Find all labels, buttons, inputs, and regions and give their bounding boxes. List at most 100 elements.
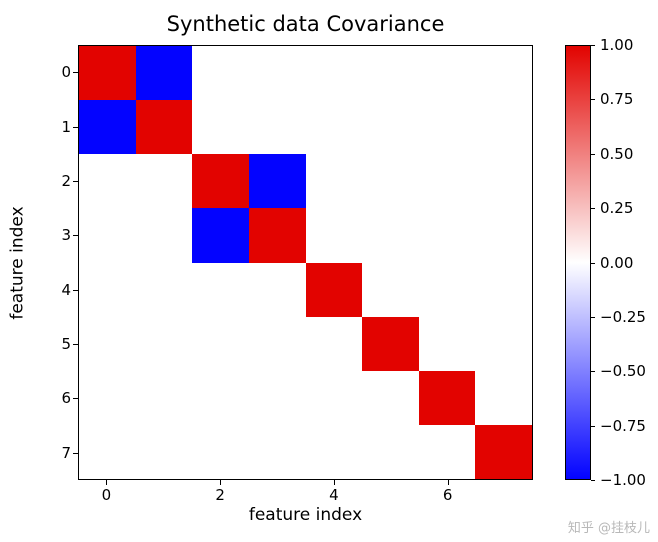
- ytick-mark: [73, 344, 78, 345]
- xtick-label: 2: [215, 486, 225, 504]
- heatmap-cell: [306, 425, 363, 479]
- heatmap-cell: [249, 100, 306, 154]
- heatmap-cell: [249, 371, 306, 425]
- heatmap-cell: [306, 371, 363, 425]
- ytick-mark: [73, 181, 78, 182]
- figure: Synthetic data Covariance feature index …: [0, 0, 658, 542]
- heatmap-cell: [475, 425, 532, 479]
- ytick-label: 5: [61, 335, 71, 353]
- heatmap-cell: [419, 46, 476, 100]
- heatmap-cell: [249, 317, 306, 371]
- heatmap-cell: [475, 317, 532, 371]
- heatmap-cell: [136, 154, 193, 208]
- xtick-label: 4: [329, 486, 339, 504]
- heatmap-cell: [475, 154, 532, 208]
- ytick-mark: [73, 453, 78, 454]
- heatmap-cell: [419, 208, 476, 262]
- ytick-label: 1: [61, 118, 71, 136]
- ytick-mark: [73, 235, 78, 236]
- heatmap-cell: [79, 371, 136, 425]
- heatmap-cell: [475, 208, 532, 262]
- heatmap-cell: [306, 263, 363, 317]
- heatmap-cell: [419, 425, 476, 479]
- colorbar-tick-label: −0.50: [600, 362, 646, 380]
- heatmap-cell: [419, 371, 476, 425]
- colorbar-tick-label: 0.25: [600, 199, 633, 217]
- xtick-mark: [106, 480, 107, 485]
- heatmap-cell: [249, 154, 306, 208]
- heatmap-cell: [192, 371, 249, 425]
- heatmap-cell: [136, 46, 193, 100]
- colorbar-tick-label: 0.00: [600, 254, 633, 272]
- colorbar-tick-mark: [591, 45, 595, 46]
- heatmap-cell: [192, 154, 249, 208]
- heatmap-cell: [249, 208, 306, 262]
- heatmap-cell: [475, 46, 532, 100]
- heatmap-cell: [79, 317, 136, 371]
- watermark-text: 知乎 @挂枝儿: [568, 517, 650, 536]
- heatmap-cell: [79, 100, 136, 154]
- heatmap-cell: [306, 208, 363, 262]
- heatmap-cell: [192, 46, 249, 100]
- heatmap-cell: [79, 425, 136, 479]
- colorbar-tick-mark: [591, 99, 595, 100]
- heatmap-cell: [249, 425, 306, 479]
- heatmap-cell: [306, 317, 363, 371]
- heatmap-cell: [306, 154, 363, 208]
- heatmap-cell: [475, 100, 532, 154]
- heatmap-cell: [136, 425, 193, 479]
- colorbar-tick-label: 0.75: [600, 90, 633, 108]
- heatmap-cell: [362, 317, 419, 371]
- ytick-label: 7: [61, 444, 71, 462]
- heatmap-cell: [419, 154, 476, 208]
- xtick-mark: [334, 480, 335, 485]
- ytick-mark: [73, 290, 78, 291]
- colorbar-tick-mark: [591, 480, 595, 481]
- heatmap-cell: [362, 371, 419, 425]
- heatmap-cell: [249, 46, 306, 100]
- colorbar-tick-label: −0.75: [600, 417, 646, 435]
- heatmap-cell: [192, 425, 249, 479]
- heatmap-cell: [362, 46, 419, 100]
- heatmap-cell: [136, 100, 193, 154]
- ytick-label: 0: [61, 63, 71, 81]
- heatmap-cell: [136, 317, 193, 371]
- heatmap-cell: [306, 100, 363, 154]
- colorbar-gradient: [566, 46, 590, 479]
- heatmap-cell: [192, 317, 249, 371]
- colorbar-tick-mark: [591, 317, 595, 318]
- colorbar-tick-label: −0.25: [600, 308, 646, 326]
- ytick-label: 6: [61, 389, 71, 407]
- colorbar-tick-mark: [591, 371, 595, 372]
- heatmap-axes: [78, 45, 533, 480]
- colorbar-tick-label: 0.50: [600, 145, 633, 163]
- chart-title: Synthetic data Covariance: [78, 12, 533, 36]
- heatmap-cell: [136, 208, 193, 262]
- heatmap-cell: [79, 208, 136, 262]
- ytick-mark: [73, 127, 78, 128]
- heatmap-cell: [475, 371, 532, 425]
- xtick-label: 6: [443, 486, 453, 504]
- heatmap-cell: [362, 154, 419, 208]
- x-axis-label: feature index: [78, 505, 533, 525]
- heatmap-cell: [419, 263, 476, 317]
- heatmap-cell: [419, 317, 476, 371]
- heatmap-cell: [192, 263, 249, 317]
- y-axis-label: feature index: [8, 45, 28, 480]
- colorbar-tick-label: −1.00: [600, 471, 646, 489]
- colorbar-tick-mark: [591, 263, 595, 264]
- heatmap-cell: [362, 208, 419, 262]
- heatmap-grid: [79, 46, 532, 479]
- heatmap-cell: [362, 100, 419, 154]
- heatmap-cell: [362, 263, 419, 317]
- heatmap-cell: [419, 100, 476, 154]
- ytick-label: 3: [61, 226, 71, 244]
- heatmap-cell: [79, 154, 136, 208]
- heatmap-cell: [192, 100, 249, 154]
- colorbar-tick-mark: [591, 426, 595, 427]
- ytick-mark: [73, 398, 78, 399]
- xtick-mark: [448, 480, 449, 485]
- heatmap-cell: [136, 371, 193, 425]
- ytick-label: 2: [61, 172, 71, 190]
- colorbar-tick-mark: [591, 154, 595, 155]
